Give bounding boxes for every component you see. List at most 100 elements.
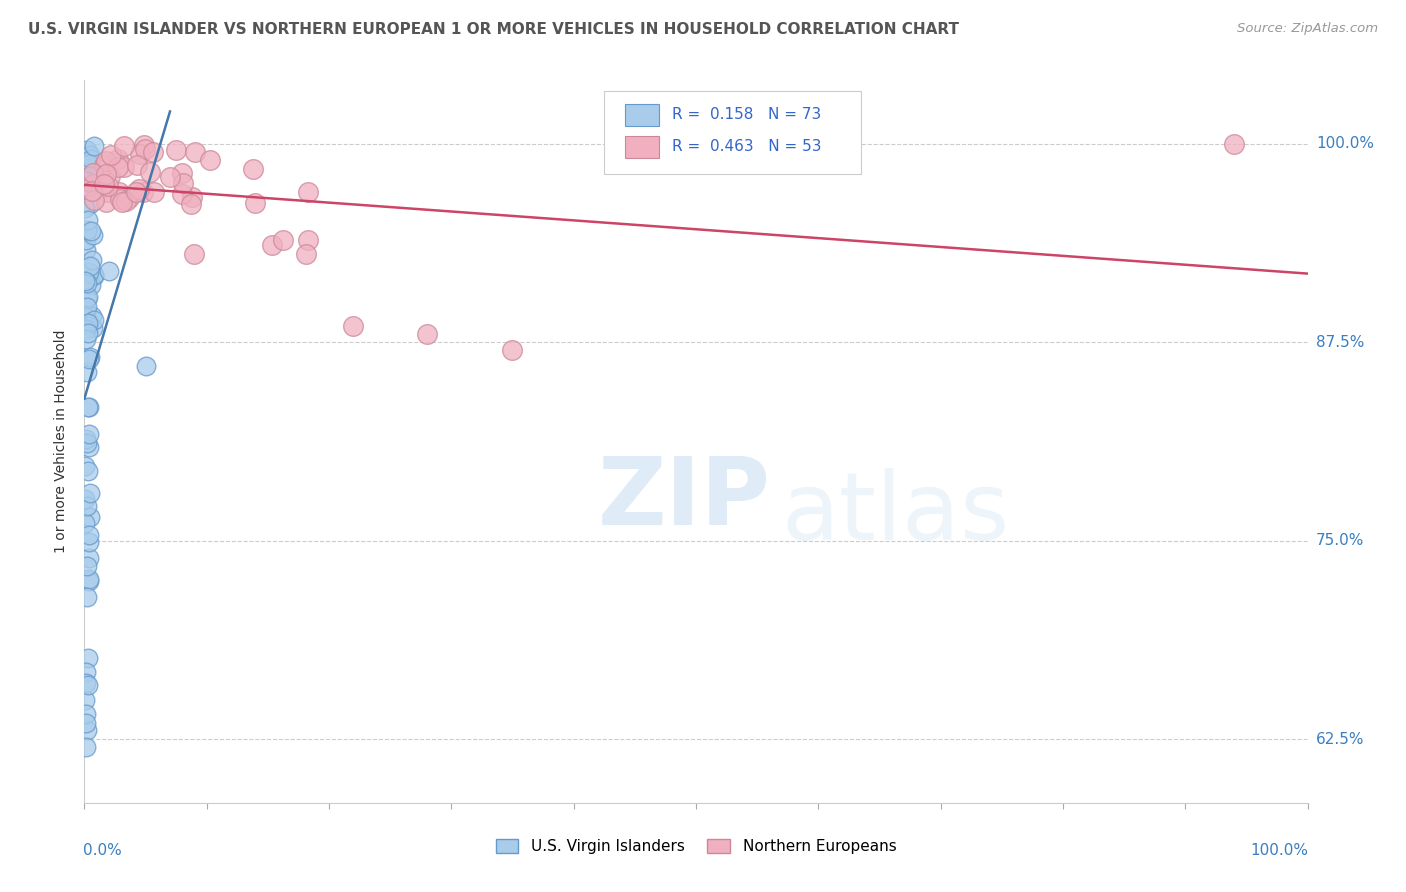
Point <box>180 190 202 204</box>
Text: 100.0%: 100.0% <box>1316 136 1374 152</box>
Point <box>79 154 101 169</box>
Point <box>82 253 104 268</box>
Point <box>76 213 98 227</box>
Point <box>80 278 103 293</box>
Point <box>112 160 135 174</box>
Point <box>79 148 101 162</box>
Point <box>79 351 101 365</box>
Text: 100.0%: 100.0% <box>1251 843 1309 857</box>
Point <box>83 313 105 327</box>
Point <box>75 174 97 188</box>
Point <box>96 185 118 199</box>
Point <box>77 265 100 279</box>
Point <box>135 359 157 373</box>
Point <box>79 169 101 184</box>
Point <box>165 144 187 158</box>
Point <box>77 173 100 187</box>
Point <box>76 223 98 237</box>
Point <box>75 676 97 690</box>
Text: Source: ZipAtlas.com: Source: ZipAtlas.com <box>1237 22 1378 36</box>
Point <box>77 351 100 366</box>
Point <box>77 316 100 330</box>
Point <box>75 322 97 336</box>
Point <box>76 723 98 738</box>
Point <box>107 152 129 166</box>
Point <box>75 740 97 755</box>
Point <box>76 436 98 450</box>
Point <box>96 167 118 181</box>
Point <box>76 499 98 513</box>
Point <box>180 197 202 211</box>
Point <box>79 260 101 274</box>
Point <box>83 269 105 284</box>
Text: 0.0%: 0.0% <box>83 843 122 857</box>
Point <box>112 139 135 153</box>
Point <box>75 432 97 446</box>
Point <box>80 309 103 323</box>
Point <box>82 320 104 334</box>
Text: 75.0%: 75.0% <box>1316 533 1364 549</box>
Point <box>100 169 122 184</box>
Point <box>97 178 120 193</box>
Point <box>82 177 104 191</box>
Point <box>142 185 165 199</box>
Legend: U.S. Virgin Islanders, Northern Europeans: U.S. Virgin Islanders, Northern European… <box>489 833 903 860</box>
Bar <box>626 136 659 158</box>
Point <box>77 464 100 478</box>
FancyBboxPatch shape <box>605 91 860 174</box>
Point <box>183 247 205 261</box>
Point <box>342 319 364 334</box>
Point <box>79 510 101 524</box>
Point <box>93 158 115 172</box>
Point <box>83 193 105 207</box>
Point <box>132 137 155 152</box>
Point <box>76 301 98 315</box>
Point <box>77 573 100 587</box>
Point <box>75 233 97 247</box>
Point <box>75 274 97 288</box>
Point <box>77 535 100 549</box>
Point <box>128 182 150 196</box>
Text: ZIP: ZIP <box>598 453 770 545</box>
Point <box>77 157 100 171</box>
Text: R =  0.463   N = 53: R = 0.463 N = 53 <box>672 139 821 154</box>
Point <box>129 147 152 161</box>
Point <box>134 142 156 156</box>
Point <box>75 716 97 731</box>
Point <box>77 440 100 454</box>
Point <box>76 179 98 194</box>
Point <box>82 228 104 243</box>
Point <box>75 692 97 706</box>
Point <box>82 166 104 180</box>
Point <box>83 139 105 153</box>
Point <box>297 233 319 247</box>
Point <box>1223 136 1246 151</box>
Point <box>75 244 97 258</box>
Point <box>76 292 98 306</box>
Point <box>77 528 100 542</box>
Point <box>138 165 160 179</box>
Point <box>83 268 105 282</box>
Point <box>77 550 100 565</box>
Point <box>73 459 96 474</box>
Point <box>76 651 98 665</box>
Point <box>76 366 98 380</box>
Point <box>96 154 118 169</box>
Point <box>75 665 97 679</box>
Point <box>107 160 129 174</box>
Bar <box>626 104 659 126</box>
Point <box>118 191 141 205</box>
Point <box>76 290 98 304</box>
Point <box>75 707 97 722</box>
Point <box>142 145 165 159</box>
Point <box>260 238 283 252</box>
Point <box>94 194 117 209</box>
Point <box>79 197 101 211</box>
Point <box>184 145 207 160</box>
Point <box>297 185 319 199</box>
Text: 62.5%: 62.5% <box>1316 731 1364 747</box>
Point <box>242 162 264 177</box>
Point <box>75 304 97 318</box>
Point <box>79 152 101 166</box>
Point <box>75 491 97 506</box>
